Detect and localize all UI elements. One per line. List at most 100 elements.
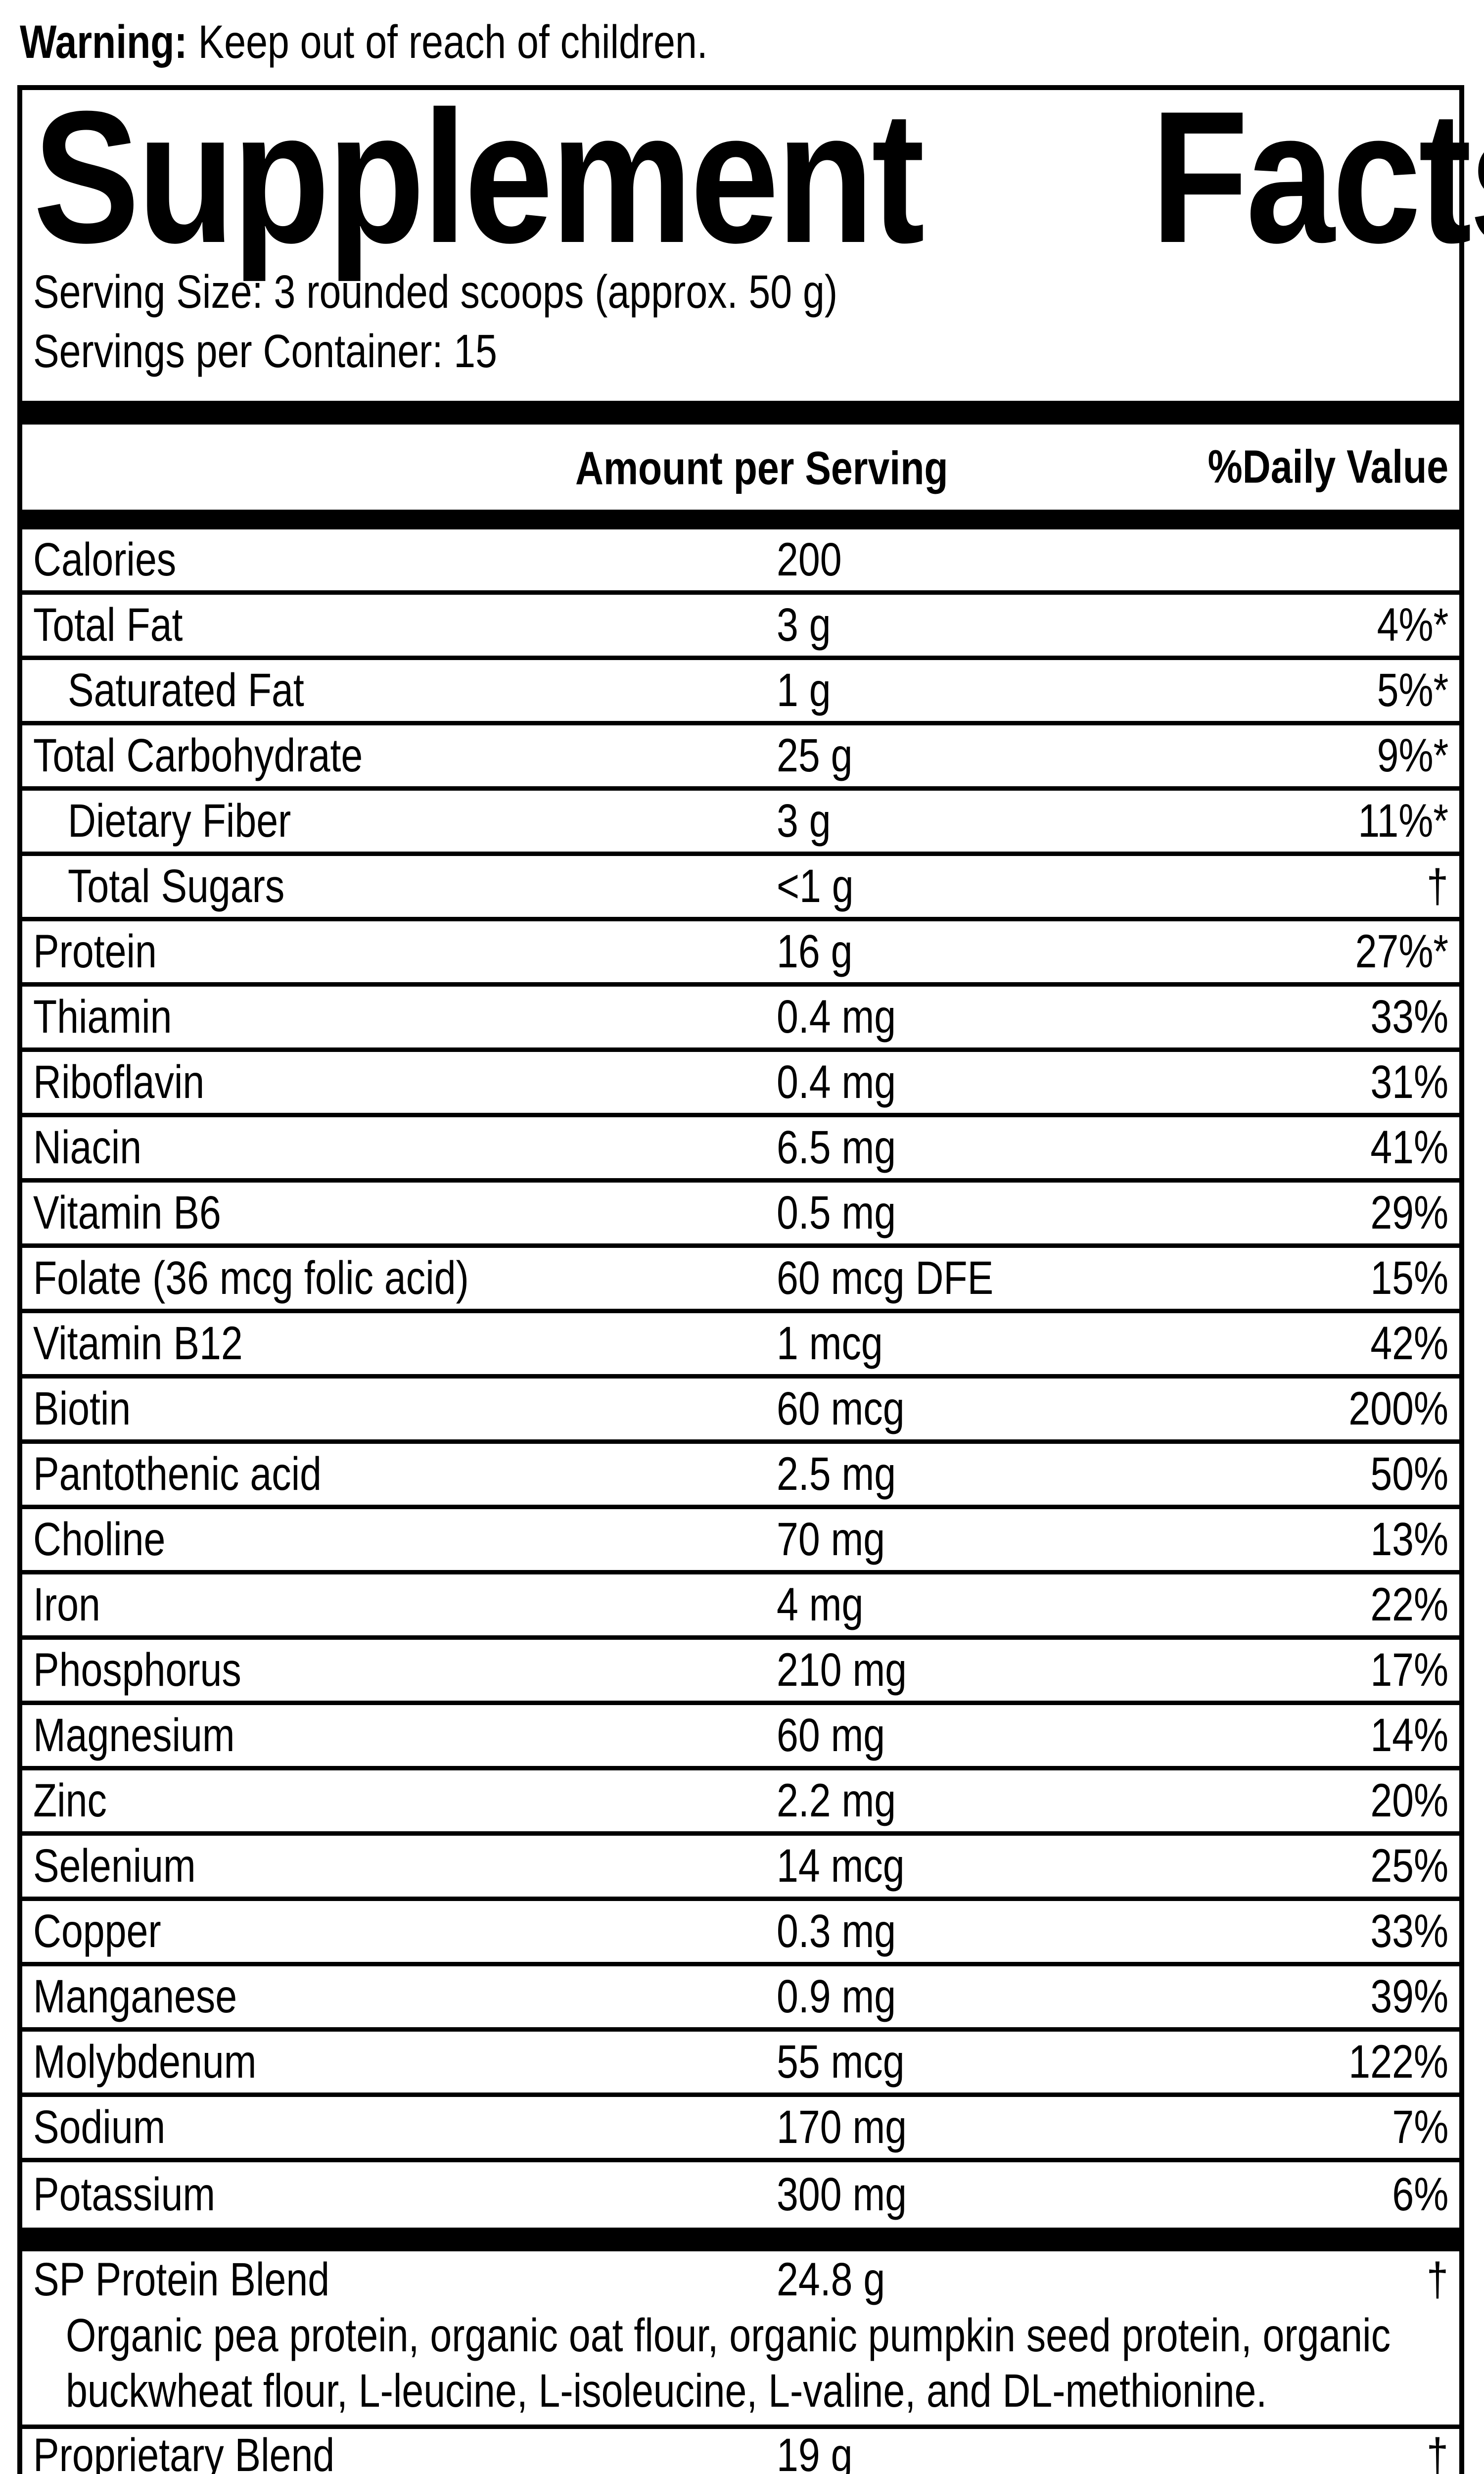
nutrient-name: Potassium (33, 2168, 216, 2221)
nutrient-amount: 25 g (777, 729, 853, 782)
nutrient-daily-value: 7% (1392, 2100, 1448, 2153)
header-amount-per-serving: Amount per Serving (575, 442, 948, 495)
nutrient-amount: 300 mg (777, 2168, 907, 2221)
nutrient-daily-value: 200% (1348, 1382, 1448, 1435)
nutrient-amount: 2.5 mg (777, 1447, 896, 1500)
blend-amount: 19 g (777, 2429, 853, 2474)
nutrient-name: Phosphorus (33, 1643, 241, 1696)
nutrient-name: Sodium (33, 2100, 166, 2153)
nutrient-amount: 60 mg (777, 1709, 885, 1761)
nutrient-name: Total Sugars (68, 859, 285, 912)
nutrient-daily-value: 4%* (1377, 598, 1448, 651)
blend-group: Proprietary Blend 19 g † Amylopectin (fr… (33, 2429, 1448, 2474)
nutrient-daily-value: 33% (1370, 1904, 1448, 1957)
table-row: Calories 200 (22, 529, 1459, 595)
thick-divider-bar (22, 2227, 1459, 2251)
nutrient-daily-value: 22% (1370, 1578, 1448, 1631)
nutrient-name: Riboflavin (33, 1055, 205, 1108)
nutrient-daily-value: 6% (1392, 2168, 1448, 2221)
nutrient-daily-value: 42% (1370, 1317, 1448, 1370)
nutrient-amount: 3 g (777, 598, 831, 651)
blend-row: Proprietary Blend 19 g † (22, 2429, 1459, 2474)
nutrient-name: Vitamin B12 (33, 1317, 243, 1370)
nutrient-daily-value: 20% (1370, 1774, 1448, 1827)
nutrient-name: Copper (33, 1904, 161, 1957)
panel-title-word-2: Facts (1151, 72, 1484, 282)
nutrient-amount: 60 mcg DFE (777, 1251, 994, 1304)
table-row: Iron 4 mg 22% (22, 1574, 1459, 1640)
nutrient-daily-value: 5%* (1377, 664, 1448, 716)
nutrient-name: Saturated Fat (68, 664, 304, 716)
nutrient-amount: 70 mg (777, 1513, 885, 1566)
nutrient-daily-value: 13% (1370, 1513, 1448, 1566)
blend-name: SP Protein Blend (33, 2253, 330, 2306)
nutrient-name: Choline (33, 1513, 166, 1566)
nutrient-name: Calories (33, 533, 177, 586)
nutrient-name: Biotin (33, 1382, 131, 1435)
nutrient-daily-value: 29% (1370, 1186, 1448, 1239)
nutrient-amount: 4 mg (777, 1578, 864, 1631)
nutrient-amount: 200 (777, 533, 842, 586)
servings-per-container: Servings per Container: 15 (33, 325, 497, 378)
nutrient-daily-value: 14% (1370, 1709, 1448, 1761)
nutrient-amount: 0.4 mg (777, 1055, 896, 1108)
nutrient-daily-value: 17% (1370, 1643, 1448, 1696)
nutrient-name: Zinc (33, 1774, 107, 1827)
nutrient-daily-value: 41% (1370, 1121, 1448, 1174)
table-row: Pantothenic acid 2.5 mg 50% (22, 1444, 1459, 1509)
nutrient-amount: 0.4 mg (777, 990, 896, 1043)
nutrient-amount: 6.5 mg (777, 1121, 896, 1174)
table-row: Total Sugars <1 g † (22, 856, 1459, 921)
nutrient-daily-value: 11%* (1358, 794, 1448, 847)
nutrient-daily-value: 39% (1370, 1970, 1448, 2023)
nutrient-daily-value: 9%* (1377, 729, 1448, 782)
panel-title: Supplement Facts (33, 72, 1484, 282)
nutrient-name: Vitamin B6 (33, 1186, 221, 1239)
table-row: Vitamin B12 1 mcg 42% (22, 1313, 1459, 1379)
nutrient-daily-value: 122% (1348, 2035, 1448, 2088)
nutrient-daily-value: 33% (1370, 990, 1448, 1043)
nutrient-amount: 0.9 mg (777, 1970, 896, 2023)
table-row: Magnesium 60 mg 14% (22, 1705, 1459, 1770)
thick-divider-bar (22, 509, 1459, 529)
nutrient-amount: 55 mcg (777, 2035, 905, 2088)
thick-divider-bar (22, 400, 1459, 425)
warning-message: Keep out of reach of children. (198, 16, 708, 68)
nutrient-name: Magnesium (33, 1709, 235, 1761)
table-row: Thiamin 0.4 mg 33% (22, 987, 1459, 1052)
table-row: Selenium 14 mcg 25% (22, 1836, 1459, 1901)
blend-description-line: buckwheat flour, L-leucine, L-isoleucine… (66, 2364, 1267, 2417)
panel-title-word-1: Supplement (33, 72, 925, 282)
nutrient-amount: 14 mcg (777, 1839, 905, 1892)
table-row: Vitamin B6 0.5 mg 29% (22, 1183, 1459, 1248)
serving-size: Serving Size: 3 rounded scoops (approx. … (33, 265, 838, 318)
nutrient-amount: <1 g (777, 859, 854, 912)
blend-row: SP Protein Blend 24.8 g † (22, 2253, 1459, 2307)
blend-divider (22, 2424, 1459, 2429)
table-row: Choline 70 mg 13% (22, 1509, 1459, 1574)
blend-description-line: Organic pea protein, organic oat flour, … (66, 2309, 1391, 2362)
nutrient-name: Molybdenum (33, 2035, 257, 2088)
table-row: Saturated Fat 1 g 5%* (22, 660, 1459, 725)
supplement-facts-panel: Supplement Facts Serving Size: 3 rounded… (17, 72, 1484, 2474)
blends-section: SP Protein Blend 24.8 g † Organic pea pr… (22, 2253, 1459, 2474)
warning-text: Warning: Keep out of reach of children. (20, 14, 849, 70)
table-row: Sodium 170 mg 7% (22, 2097, 1459, 2162)
table-row: Niacin 6.5 mg 41% (22, 1117, 1459, 1183)
nutrient-daily-value: † (1427, 859, 1448, 912)
nutrient-name: Selenium (33, 1839, 196, 1892)
nutrient-name: Total Carbohydrate (33, 729, 363, 782)
nutrient-amount: 3 g (777, 794, 831, 847)
table-row: Biotin 60 mcg 200% (22, 1379, 1459, 1444)
table-row: Zinc 2.2 mg 20% (22, 1770, 1459, 1836)
nutrient-name: Dietary Fiber (68, 794, 291, 847)
nutrient-name: Iron (33, 1578, 100, 1631)
nutrient-name: Protein (33, 925, 157, 978)
blend-daily-value: † (1427, 2429, 1448, 2474)
nutrient-name: Pantothenic acid (33, 1447, 322, 1500)
nutrient-name: Thiamin (33, 990, 172, 1043)
table-row: Riboflavin 0.4 mg 31% (22, 1052, 1459, 1117)
table-row: Dietary Fiber 3 g 11%* (22, 791, 1459, 856)
nutrient-amount: 2.2 mg (777, 1774, 896, 1827)
